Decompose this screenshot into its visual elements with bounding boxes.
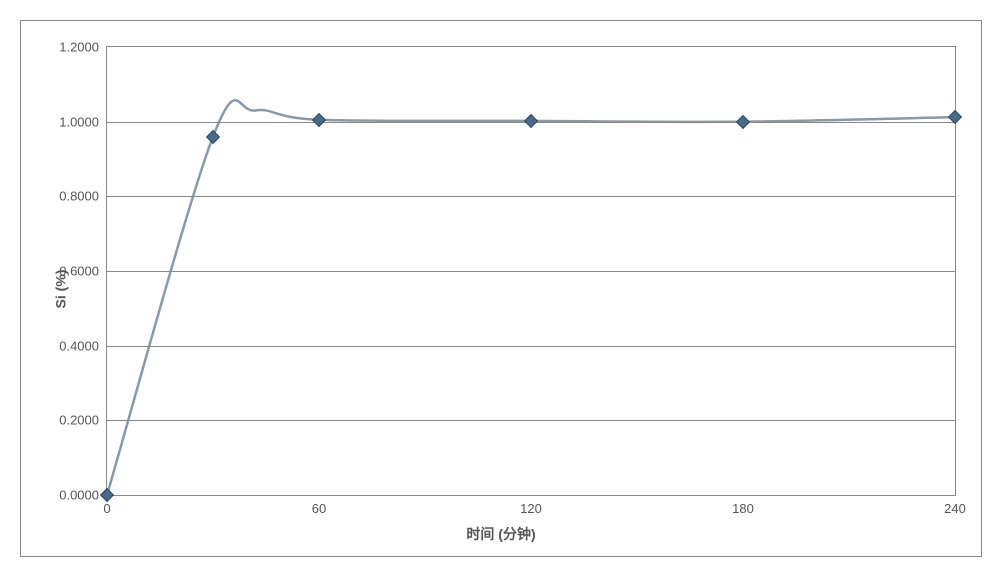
y-tick-label: 0.4000 (59, 338, 99, 353)
gridline-h (107, 420, 955, 421)
gridline-h (107, 346, 955, 347)
x-tick-label: 120 (520, 501, 542, 516)
x-tick-label: 180 (732, 501, 754, 516)
y-tick-label: 1.2000 (59, 40, 99, 55)
chart-container: Si (%) 时间 (分钟) 0.00000.20000.40000.60000… (20, 20, 982, 557)
gridline-h (107, 271, 955, 272)
y-tick-label: 0.0000 (59, 488, 99, 503)
x-axis-title: 时间 (分钟) (466, 524, 535, 544)
gridline-h (107, 196, 955, 197)
y-tick-label: 0.6000 (59, 264, 99, 279)
data-line (107, 100, 955, 495)
x-tick-label: 0 (103, 501, 110, 516)
y-tick-label: 0.8000 (59, 189, 99, 204)
x-tick-label: 240 (944, 501, 966, 516)
y-tick-label: 0.2000 (59, 413, 99, 428)
y-tick-label: 1.0000 (59, 114, 99, 129)
plot-area: 0.00000.20000.40000.60000.80001.00001.20… (106, 46, 956, 496)
x-tick-label: 60 (312, 501, 326, 516)
